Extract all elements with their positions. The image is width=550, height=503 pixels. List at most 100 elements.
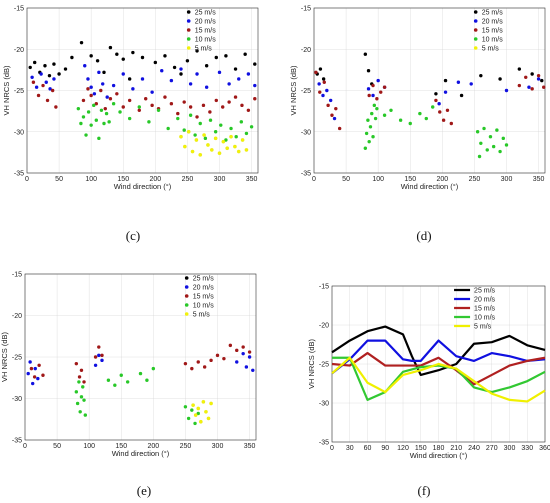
- data-point: [190, 366, 194, 371]
- y-axis-label: VH NRCS (dB): [289, 65, 298, 116]
- x-tick-label: 350: [246, 176, 258, 183]
- data-point: [431, 105, 435, 109]
- data-point: [194, 138, 199, 142]
- data-point: [332, 116, 337, 121]
- data-point: [196, 360, 200, 364]
- data-point: [221, 139, 226, 144]
- data-point: [182, 100, 186, 104]
- legend-entry: 20 m/s: [474, 297, 496, 304]
- data-point: [215, 353, 220, 358]
- data-point: [99, 88, 103, 93]
- data-point: [498, 149, 502, 154]
- data-point: [235, 360, 239, 364]
- legend-marker: [184, 276, 189, 280]
- x-tick-label: 300: [212, 443, 224, 450]
- data-point: [196, 406, 201, 411]
- data-point: [235, 348, 239, 353]
- data-point: [233, 144, 237, 149]
- data-point: [477, 154, 482, 159]
- y-tick-label: -35: [12, 438, 22, 445]
- data-point: [449, 121, 454, 126]
- data-point: [82, 398, 86, 402]
- data-point: [137, 105, 141, 109]
- data-point: [375, 97, 379, 101]
- data-point: [246, 72, 251, 76]
- data-point: [227, 100, 231, 104]
- legend-marker: [473, 10, 478, 14]
- data-point: [156, 108, 161, 113]
- data-point: [81, 385, 85, 389]
- x-tick-label: 350: [533, 176, 545, 183]
- data-point: [101, 82, 105, 86]
- data-point: [127, 116, 132, 121]
- legend-entry: 15 m/s: [474, 306, 496, 313]
- data-point: [43, 64, 47, 68]
- data-point: [337, 126, 342, 131]
- data-point: [234, 135, 238, 139]
- legend-marker: [186, 46, 191, 50]
- data-point: [193, 413, 198, 417]
- data-point: [176, 111, 180, 116]
- data-point: [389, 108, 393, 113]
- legend-marker: [473, 46, 478, 50]
- legend-entry: 20 m/s: [193, 285, 215, 292]
- data-point: [363, 146, 368, 150]
- legend-entry: 25 m/s: [195, 10, 217, 17]
- data-point: [95, 59, 100, 63]
- data-point: [57, 72, 61, 76]
- data-point: [371, 83, 375, 88]
- data-point: [229, 134, 233, 139]
- data-point: [97, 345, 101, 349]
- data-point: [504, 88, 509, 93]
- data-point: [179, 67, 183, 71]
- data-point: [322, 80, 326, 84]
- data-point: [188, 105, 193, 109]
- data-point: [28, 360, 32, 364]
- legend-entry: 20 m/s: [195, 19, 217, 26]
- data-point: [150, 103, 154, 108]
- data-point: [321, 77, 326, 81]
- panel-c: 0 50 100 150 200 250 300 350 -35 -30 -25 -20 -15 Wind…: [2, 6, 259, 191]
- x-tick-label: 210: [450, 445, 462, 452]
- data-point: [163, 95, 167, 99]
- legend-marker: [184, 303, 189, 307]
- data-point: [70, 55, 74, 60]
- data-point: [363, 52, 368, 56]
- data-point: [151, 366, 156, 371]
- data-point: [94, 118, 99, 122]
- data-point: [224, 138, 228, 142]
- data-point: [79, 121, 83, 126]
- data-point: [445, 108, 450, 113]
- legend-marker: [186, 37, 191, 41]
- data-point: [373, 116, 378, 121]
- data-point: [36, 376, 40, 381]
- y-tick-label: -15: [319, 284, 329, 291]
- data-point: [233, 95, 238, 99]
- data-point: [28, 65, 32, 70]
- data-point: [330, 113, 334, 117]
- y-tick-label: -25: [301, 88, 311, 95]
- data-point: [437, 102, 441, 106]
- series-10-m-s: [76, 102, 254, 142]
- panel-caption-d: (d): [416, 228, 431, 243]
- data-point: [475, 130, 480, 134]
- data-point: [240, 138, 245, 142]
- data-point: [222, 356, 226, 361]
- data-point: [169, 102, 174, 106]
- data-point: [208, 118, 213, 122]
- series-5-m-s: [179, 129, 249, 157]
- data-point: [89, 54, 93, 58]
- series-20-m-s: [26, 351, 255, 386]
- x-tick-label: 0: [23, 443, 27, 450]
- data-point: [37, 363, 41, 367]
- panel-e: 0 50 100 150 200 250 300 350 -35 -30 -25 -20 -15 Wind…: [0, 272, 257, 458]
- data-point: [137, 108, 141, 113]
- data-point: [221, 105, 225, 109]
- data-point: [498, 77, 502, 81]
- data-point: [243, 52, 247, 56]
- data-point: [195, 115, 199, 119]
- data-point: [183, 361, 188, 366]
- data-point: [219, 123, 223, 127]
- data-point: [127, 98, 132, 103]
- data-point: [366, 118, 370, 122]
